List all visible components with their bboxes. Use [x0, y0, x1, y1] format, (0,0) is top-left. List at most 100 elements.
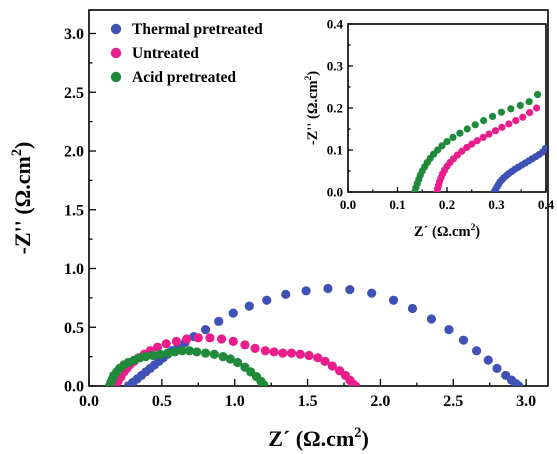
main-point-series-0 — [444, 325, 454, 335]
main-point-series-0 — [483, 355, 493, 365]
inset-point-series-2 — [497, 108, 506, 116]
main-point-series-2 — [233, 357, 243, 368]
inset-point-series-1 — [479, 133, 487, 141]
inset-point-series-2 — [471, 121, 479, 129]
inset-point-series-2 — [516, 101, 524, 110]
inset-point-series-2 — [488, 112, 497, 120]
main-point-series-0 — [472, 346, 482, 356]
inset-point-series-2 — [507, 105, 515, 113]
main-xtick-label: 0.0 — [79, 393, 99, 410]
inset-ytick-label: 0.3 — [327, 59, 344, 74]
main-point-series-1 — [205, 333, 215, 343]
inset-xtick-label: 0.3 — [488, 197, 505, 212]
main-point-series-1 — [228, 336, 238, 346]
main-point-series-1 — [313, 353, 323, 363]
inset-point-series-1 — [468, 140, 476, 148]
main-ytick-label: 1.5 — [64, 202, 84, 219]
main-point-series-0 — [492, 363, 502, 373]
main-point-series-0 — [301, 286, 311, 296]
main-point-series-1 — [161, 339, 171, 349]
main-xtick-label: 2.5 — [443, 393, 463, 410]
main-ytick-label: 3.0 — [64, 26, 84, 43]
main-point-series-1 — [193, 333, 203, 343]
main-x-axis-title: Z´ (Ω.cm2) — [268, 425, 369, 451]
inset-point-series-1 — [491, 127, 500, 135]
main-point-series-0 — [345, 285, 355, 295]
inset-point-series-2 — [463, 125, 471, 133]
main-point-series-1 — [320, 356, 330, 366]
main-point-series-1 — [260, 346, 270, 356]
main-point-series-1 — [240, 340, 250, 350]
inset-point-series-1 — [519, 113, 527, 121]
main-xtick-label: 1.5 — [298, 393, 318, 410]
inset-xtick-label: 0.1 — [389, 197, 405, 212]
inset-ytick-label: 0.1 — [327, 143, 343, 158]
inset-point-series-2 — [449, 133, 457, 141]
main-point-series-2 — [148, 350, 158, 361]
main-point-series-0 — [407, 303, 418, 314]
inset-x-axis-title: Z´ (Ω.cm2) — [414, 223, 480, 240]
inset-point-series-2 — [456, 129, 464, 137]
main-point-series-1 — [351, 381, 361, 386]
main-xtick-label: 1.0 — [225, 393, 245, 410]
main-point-series-2 — [170, 347, 180, 357]
legend-marker-2 — [110, 71, 122, 83]
main-point-series-0 — [200, 325, 211, 335]
main-point-series-1 — [278, 348, 288, 358]
main-point-series-0 — [323, 283, 333, 294]
main-point-series-0 — [228, 308, 238, 318]
inset-point-series-1 — [458, 147, 466, 155]
legend-label-0: Thermal pretreated — [132, 21, 263, 38]
inset-point-series-2 — [480, 117, 488, 125]
main-point-series-0 — [388, 295, 399, 305]
main-point-series-0 — [514, 381, 524, 386]
main-point-series-0 — [367, 288, 377, 298]
inset-ytick-label: 0.2 — [327, 101, 343, 116]
main-point-series-2 — [192, 347, 202, 357]
main-point-series-2 — [163, 348, 173, 358]
inset-point-series-2 — [438, 142, 446, 150]
main-point-series-0 — [458, 335, 469, 345]
inset-point-series-2 — [525, 98, 533, 106]
main-ytick-label: 2.5 — [64, 85, 84, 102]
main-point-series-0 — [214, 316, 224, 326]
main-point-series-2 — [184, 346, 195, 356]
inset-point-series-1 — [473, 137, 481, 145]
main-point-series-1 — [217, 334, 227, 344]
main-point-series-2 — [209, 349, 219, 359]
main-point-series-0 — [244, 301, 254, 311]
main-ytick-label: 0.0 — [64, 379, 84, 396]
legend: Thermal pretreated Untreated Acid pretreat… — [110, 21, 263, 86]
inset-point-series-1 — [498, 123, 506, 131]
main-xtick-label: 3.0 — [516, 393, 536, 410]
legend-label-1: Untreated — [132, 45, 199, 62]
main-point-series-1 — [304, 350, 314, 361]
inset-point-series-1 — [505, 120, 513, 128]
main-panel: 0.0 0.5 1.0 1.5 2.0 2.5 3.0 0.0 0.5 1.0 1.5 2.0 2.5 3… — [9, 9, 549, 451]
main-point-series-0 — [426, 314, 437, 324]
legend-marker-1 — [110, 47, 122, 59]
legend-label-2: Acid pretreated — [132, 69, 236, 86]
main-xtick-label: 0.5 — [152, 393, 172, 410]
inset-ytick-label: 0.4 — [327, 17, 344, 32]
main-point-series-1 — [250, 343, 260, 353]
inset-xtick-label: 0.0 — [340, 197, 356, 212]
main-xtick-label: 2.0 — [370, 393, 390, 410]
main-ytick-label: 1.0 — [64, 261, 84, 278]
main-point-series-0 — [281, 289, 291, 299]
inset-point-series-1 — [532, 104, 541, 112]
main-point-series-2 — [141, 352, 151, 362]
legend-marker-0 — [110, 23, 122, 35]
main-point-series-2 — [259, 380, 269, 386]
main-point-series-2 — [218, 352, 228, 362]
main-point-series-1 — [152, 342, 163, 352]
main-point-series-1 — [295, 349, 305, 359]
main-point-series-1 — [171, 336, 182, 346]
inset-point-series-2 — [443, 138, 451, 146]
main-ytick-label: 2.0 — [64, 144, 84, 161]
main-point-series-2 — [155, 349, 165, 359]
inset-xtick-label: 0.4 — [538, 197, 555, 212]
main-ytick-label: 0.5 — [64, 320, 84, 337]
